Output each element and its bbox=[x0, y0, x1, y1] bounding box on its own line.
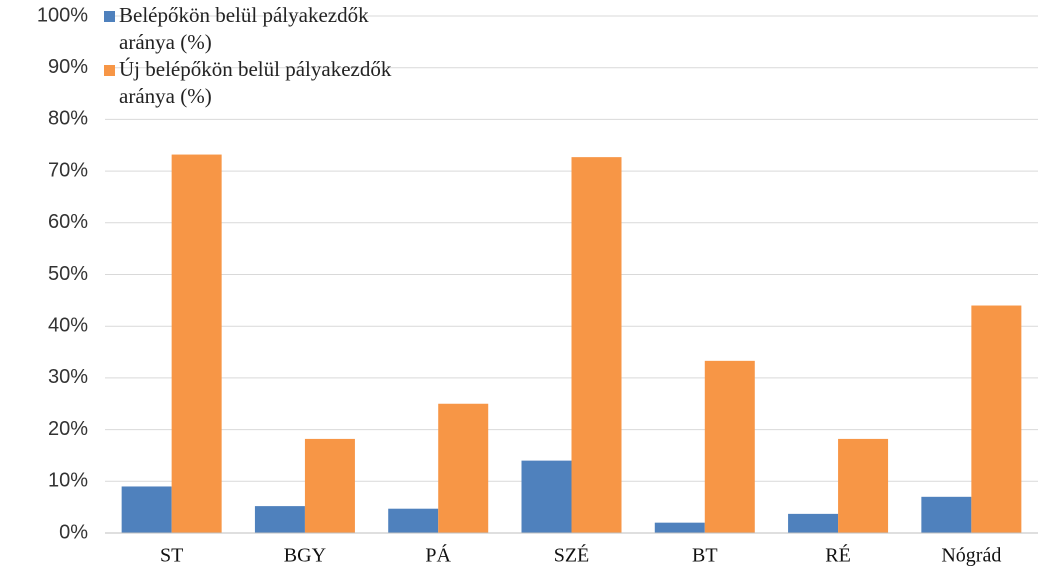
y-tick-label: 80% bbox=[48, 108, 88, 130]
bar bbox=[654, 522, 705, 533]
y-tick-label: 100% bbox=[37, 4, 88, 26]
legend-swatch bbox=[104, 65, 115, 76]
bar bbox=[121, 486, 172, 533]
x-tick-label: SZÉ bbox=[554, 544, 590, 567]
x-tick-label: ST bbox=[160, 545, 183, 567]
bar bbox=[838, 438, 889, 533]
y-tick-label: 40% bbox=[48, 314, 88, 336]
legend-label: Új belépőkön belül pályakezdők aránya (%… bbox=[119, 57, 392, 108]
legend-entry: Új belépőkön belül pályakezdők aránya (%… bbox=[104, 56, 414, 110]
bar bbox=[304, 438, 355, 533]
x-tick-label: Nógrád bbox=[941, 545, 1001, 567]
bar bbox=[571, 157, 622, 534]
bar bbox=[788, 513, 839, 533]
legend: Belépőkön belül pályakezdők aránya (%) Új… bbox=[104, 2, 414, 110]
y-tick-label: 0% bbox=[59, 521, 88, 543]
y-tick-label: 90% bbox=[48, 56, 88, 78]
legend-swatch bbox=[104, 11, 115, 22]
bar bbox=[921, 496, 972, 533]
bar bbox=[971, 305, 1022, 533]
bar bbox=[704, 360, 755, 533]
y-tick-label: 50% bbox=[48, 263, 88, 285]
y-tick-label: 20% bbox=[48, 418, 88, 440]
y-tick-label: 60% bbox=[48, 211, 88, 233]
x-tick-label: PÁ bbox=[425, 544, 451, 567]
bar bbox=[254, 506, 305, 533]
legend-entry: Belépőkön belül pályakezdők aránya (%) bbox=[104, 2, 414, 56]
y-tick-label: 10% bbox=[48, 470, 88, 492]
y-tick-label: 70% bbox=[48, 159, 88, 181]
bar bbox=[171, 154, 222, 533]
y-tick-label: 30% bbox=[48, 366, 88, 388]
bar bbox=[438, 403, 489, 533]
bar bbox=[521, 460, 572, 533]
x-tick-label: RÉ bbox=[825, 544, 851, 567]
x-tick-label: BGY bbox=[284, 545, 326, 567]
bar bbox=[388, 508, 439, 533]
legend-label: Belépőkön belül pályakezdők aránya (%) bbox=[119, 3, 369, 54]
x-tick-label: BT bbox=[692, 545, 718, 567]
